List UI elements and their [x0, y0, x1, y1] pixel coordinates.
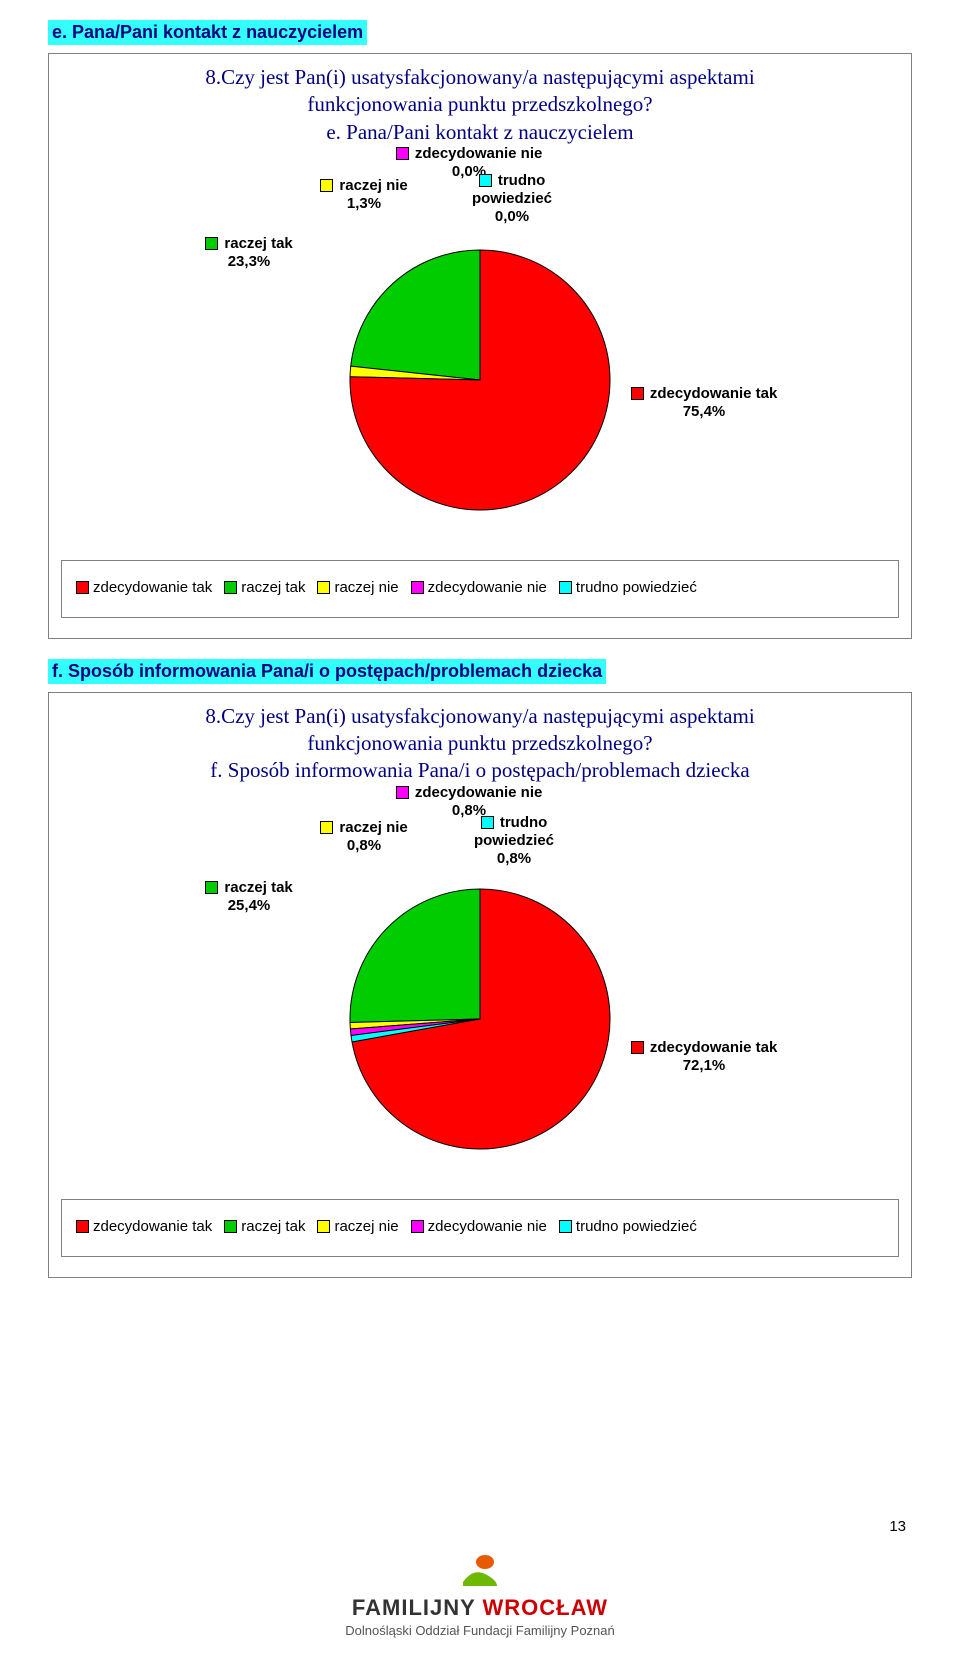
label-pct: 0,8%: [347, 837, 381, 854]
label-f-trudno: trudno powiedzieć 0,8%: [449, 814, 579, 868]
swatch-icon: [320, 821, 333, 834]
legend-item: zdecydowanie tak: [76, 579, 212, 596]
label-pct: 23,3%: [228, 253, 271, 270]
legend-item: zdecydowanie tak: [76, 1218, 212, 1235]
label-text: trudno: [498, 172, 545, 189]
brand-b: WROCŁAW: [483, 1595, 609, 1620]
label-text: raczej nie: [339, 819, 407, 836]
section-e-heading: e. Pana/Pani kontakt z nauczycielem: [48, 20, 367, 45]
legend-swatch-icon: [76, 581, 89, 594]
label-pct: 25,4%: [228, 897, 271, 914]
legend-item: raczej tak: [224, 579, 305, 596]
swatch-icon: [481, 816, 494, 829]
legend-label: raczej tak: [241, 579, 305, 596]
brand-a: FAMILIJNY: [352, 1595, 483, 1620]
swatch-icon: [631, 1041, 644, 1054]
legend-label: zdecydowanie nie: [428, 1218, 547, 1235]
swatch-icon: [205, 237, 218, 250]
page: e. Pana/Pani kontakt z nauczycielem 8.Cz…: [0, 0, 960, 1650]
label-text: zdecydowanie tak: [650, 385, 778, 402]
legend-label: raczej nie: [334, 1218, 398, 1235]
legend-swatch-icon: [224, 1220, 237, 1233]
legend-item: zdecydowanie nie: [411, 579, 547, 596]
label-text: zdecydowanie nie: [415, 145, 543, 162]
legend-swatch-icon: [224, 581, 237, 594]
logo-icon: [455, 1554, 505, 1590]
pie-f-svg: [340, 879, 620, 1159]
footer: FAMILIJNY WROCŁAW Dolnośląski Oddział Fu…: [0, 1554, 960, 1640]
chart-e-box: 8.Czy jest Pan(i) usatysfakcjonowany/a n…: [48, 53, 912, 639]
pie-slice: [351, 250, 480, 380]
label-e-raczej-nie: raczej nie 1,3%: [304, 177, 424, 213]
brand-text: FAMILIJNY WROCŁAW: [345, 1595, 615, 1621]
legend-item: raczej nie: [317, 1218, 398, 1235]
chart-f-title-line3: f. Sposób informowania Pana/i o postępac…: [210, 758, 749, 782]
label-e-raczej-tak: raczej tak 23,3%: [189, 235, 309, 271]
section-f-heading: f. Sposób informowania Pana/i o postępac…: [48, 659, 606, 684]
label-f-raczej-tak: raczej tak 25,4%: [189, 879, 309, 915]
label-pct: 72,1%: [683, 1057, 726, 1074]
chart-f-title: 8.Czy jest Pan(i) usatysfakcjonowany/a n…: [49, 693, 911, 789]
footer-logo: FAMILIJNY WROCŁAW Dolnośląski Oddział Fu…: [345, 1554, 615, 1638]
label-pct: 1,3%: [347, 195, 381, 212]
label-f-zdec-tak: zdecydowanie tak 72,1%: [604, 1039, 804, 1075]
legend-item: trudno powiedzieć: [559, 1218, 697, 1235]
chart-e-title: 8.Czy jest Pan(i) usatysfakcjonowany/a n…: [49, 54, 911, 150]
legend-label: trudno powiedzieć: [576, 1218, 697, 1235]
legend-swatch-icon: [411, 1220, 424, 1233]
legend-swatch-icon: [411, 581, 424, 594]
chart-e-area: zdecydowanie nie 0,0% raczej nie 1,3% tr…: [49, 150, 911, 530]
swatch-icon: [396, 786, 409, 799]
legend-label: trudno powiedzieć: [576, 579, 697, 596]
swatch-icon: [320, 179, 333, 192]
legend-label: zdecydowanie tak: [93, 579, 212, 596]
chart-f-box: 8.Czy jest Pan(i) usatysfakcjonowany/a n…: [48, 692, 912, 1278]
legend-item: zdecydowanie nie: [411, 1218, 547, 1235]
label-f-raczej-nie: raczej nie 0,8%: [304, 819, 424, 855]
legend-swatch-icon: [559, 581, 572, 594]
legend-swatch-icon: [317, 581, 330, 594]
legend-swatch-icon: [317, 1220, 330, 1233]
legend-label: zdecydowanie nie: [428, 579, 547, 596]
label-pct: 0,0%: [495, 208, 529, 225]
chart-e-title-line2: funkcjonowania punktu przedszkolnego?: [307, 92, 652, 116]
label-text: raczej tak: [224, 879, 292, 896]
legend-item: raczej tak: [224, 1218, 305, 1235]
legend-label: raczej nie: [334, 579, 398, 596]
footer-subtitle: Dolnośląski Oddział Fundacji Familijny P…: [345, 1623, 615, 1638]
legend-label: raczej tak: [241, 1218, 305, 1235]
swatch-icon: [396, 147, 409, 160]
swatch-icon: [205, 881, 218, 894]
chart-f-area: zdecydowanie nie 0,8% raczej nie 0,8% tr…: [49, 789, 911, 1169]
swatch-icon: [479, 174, 492, 187]
chart-f-title-line2: funkcjonowania punktu przedszkolnego?: [307, 731, 652, 755]
label-e-trudno: trudno powiedzieć 0,0%: [447, 172, 577, 226]
label-text: zdecydowanie tak: [650, 1039, 778, 1056]
legend-swatch-icon: [559, 1220, 572, 1233]
label-text: powiedzieć: [474, 832, 554, 849]
label-text: powiedzieć: [472, 190, 552, 207]
label-e-zdec-tak: zdecydowanie tak 75,4%: [604, 385, 804, 421]
chart-f-title-line1: 8.Czy jest Pan(i) usatysfakcjonowany/a n…: [205, 704, 754, 728]
legend-label: zdecydowanie tak: [93, 1218, 212, 1235]
legend-item: trudno powiedzieć: [559, 579, 697, 596]
label-text: trudno: [500, 814, 547, 831]
label-pct: 0,8%: [497, 850, 531, 867]
chart-e-title-line1: 8.Czy jest Pan(i) usatysfakcjonowany/a n…: [205, 65, 754, 89]
label-text: zdecydowanie nie: [415, 784, 543, 801]
pie-e-svg: [340, 240, 620, 520]
legend-item: raczej nie: [317, 579, 398, 596]
page-number: 13: [889, 1518, 906, 1535]
pie-slice: [350, 889, 480, 1022]
legend-f: zdecydowanie tak raczej tak raczej nie zdec…: [61, 1199, 899, 1257]
legend-e: zdecydowanie tak raczej tak raczej nie zdec…: [61, 560, 899, 618]
chart-e-title-line3: e. Pana/Pani kontakt z nauczycielem: [326, 120, 633, 144]
legend-swatch-icon: [76, 1220, 89, 1233]
label-text: raczej tak: [224, 235, 292, 252]
label-text: raczej nie: [339, 177, 407, 194]
swatch-icon: [631, 387, 644, 400]
label-pct: 75,4%: [683, 403, 726, 420]
